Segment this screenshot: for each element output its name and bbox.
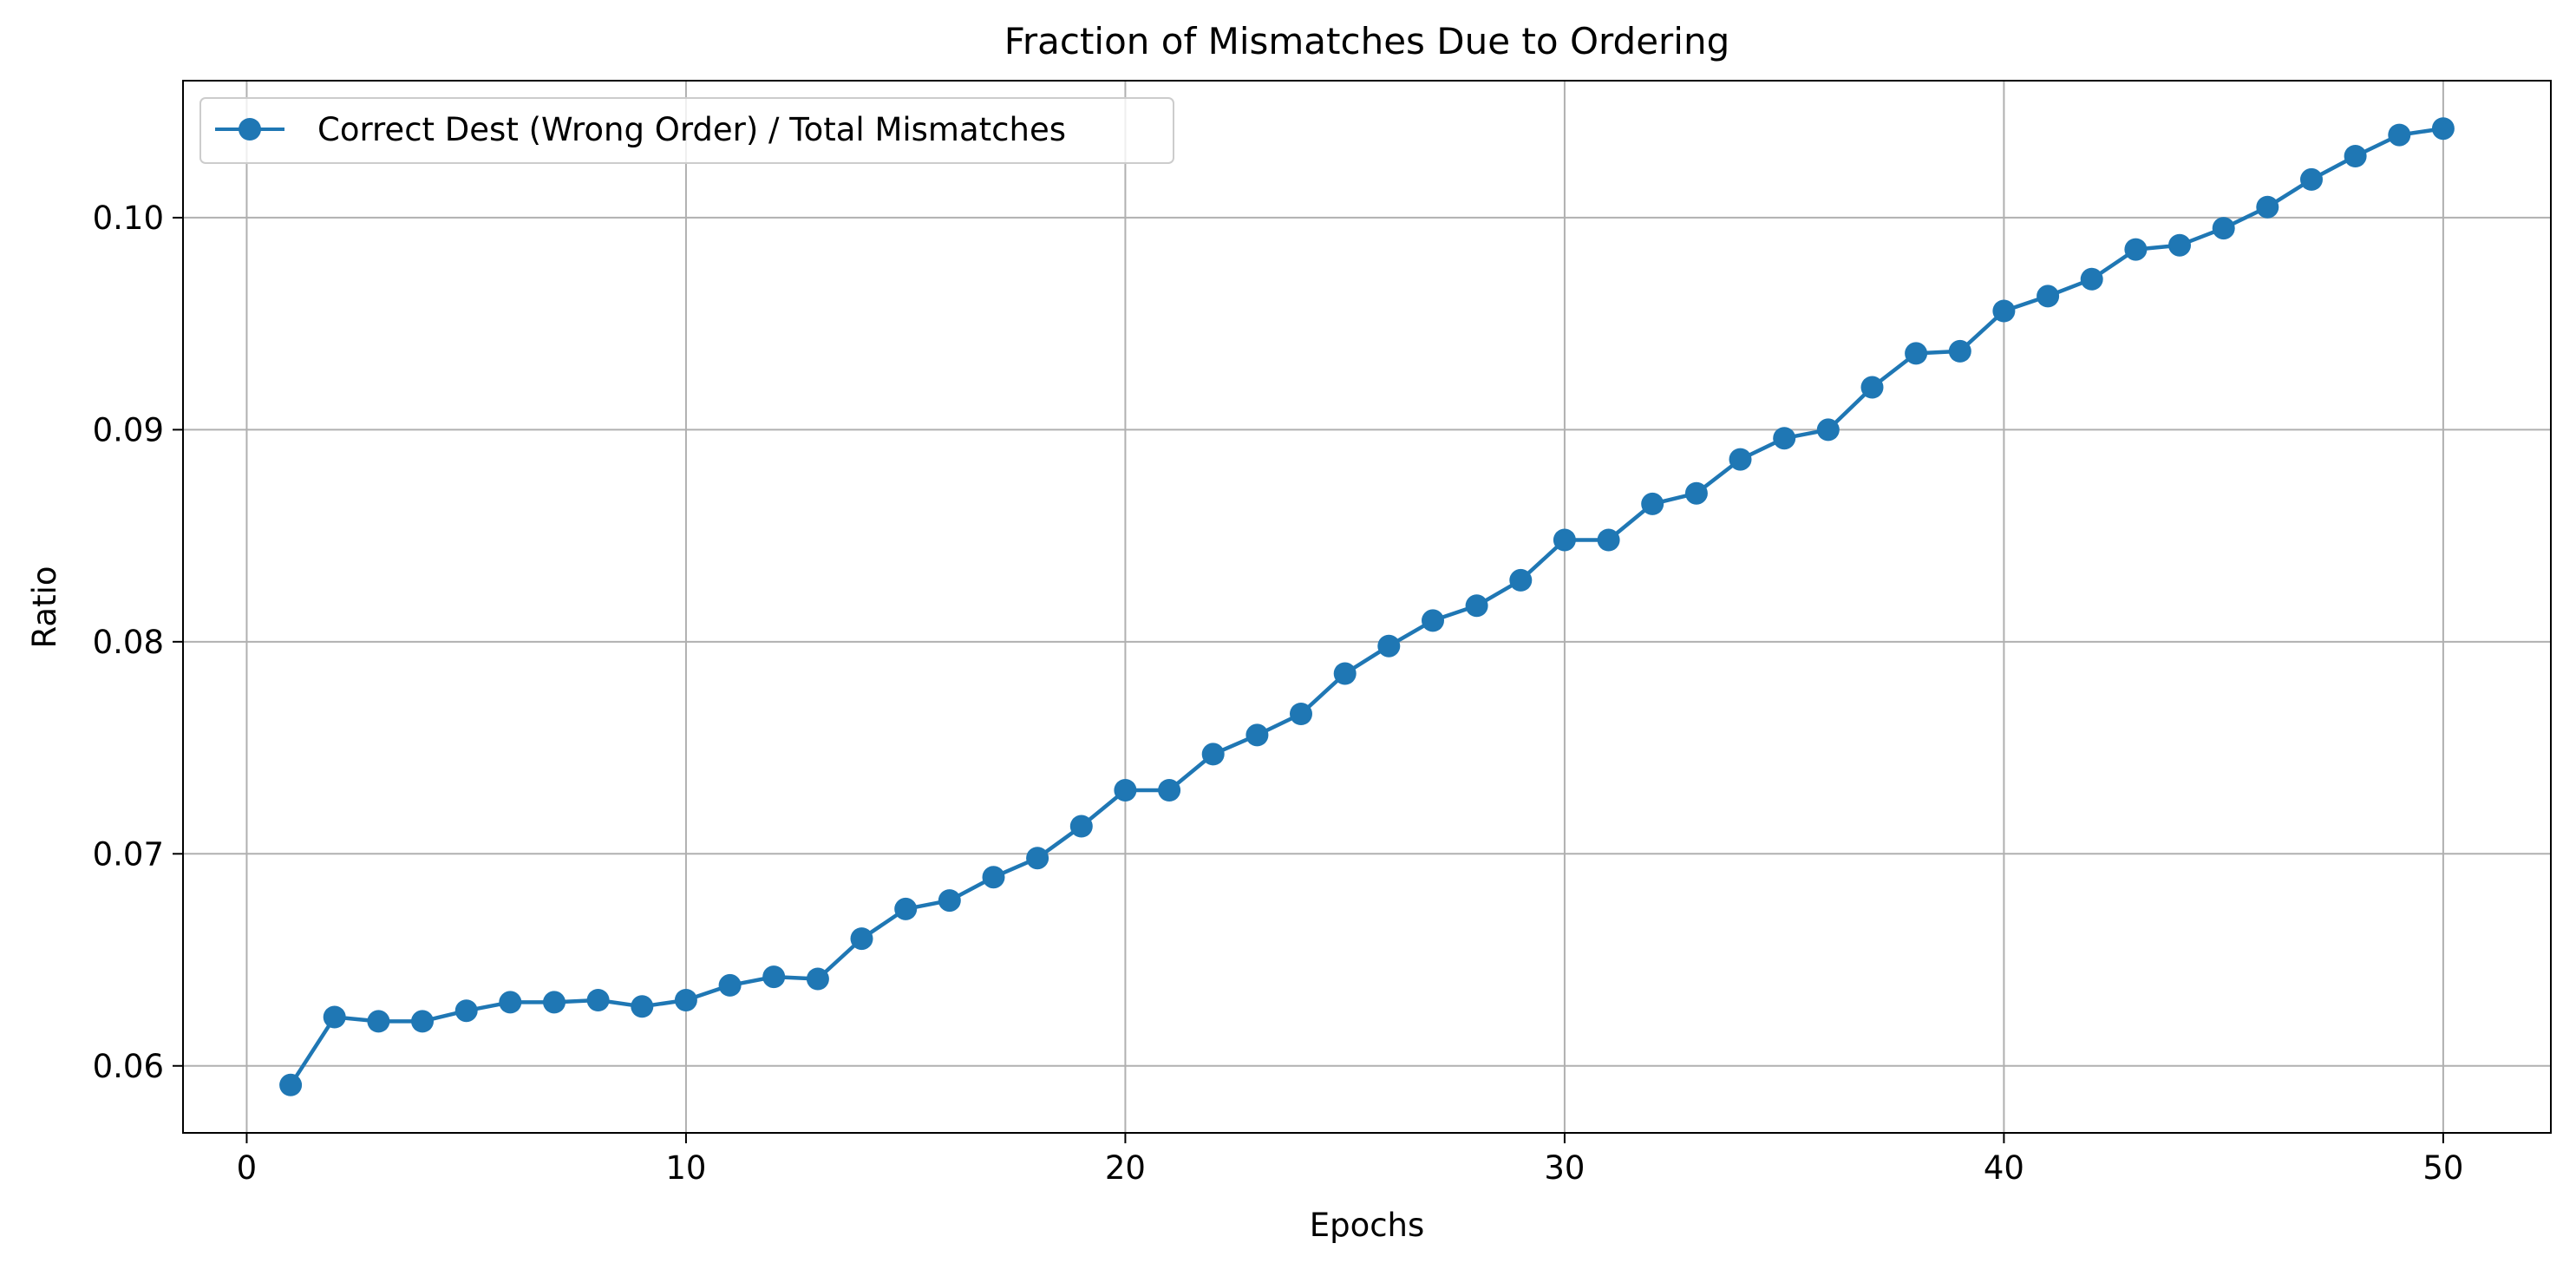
data-point-epoch-28 bbox=[1465, 594, 1488, 618]
data-point-epoch-3 bbox=[367, 1010, 390, 1033]
y-axis-label: Ratio bbox=[26, 566, 63, 649]
data-point-epoch-23 bbox=[1246, 723, 1269, 747]
legend: Correct Dest (Wrong Order) / Total Misma… bbox=[199, 97, 1174, 164]
data-point-epoch-5 bbox=[454, 999, 478, 1023]
data-point-epoch-29 bbox=[1509, 568, 1533, 592]
data-point-epoch-14 bbox=[850, 927, 873, 951]
data-point-epoch-31 bbox=[1597, 528, 1620, 552]
data-point-epoch-46 bbox=[2256, 195, 2279, 219]
data-point-epoch-34 bbox=[1729, 448, 1752, 471]
data-point-epoch-22 bbox=[1201, 743, 1225, 766]
data-point-epoch-7 bbox=[543, 991, 566, 1014]
data-point-epoch-30 bbox=[1553, 528, 1576, 552]
data-point-epoch-17 bbox=[982, 866, 1005, 889]
data-point-epoch-15 bbox=[894, 897, 918, 920]
data-point-epoch-33 bbox=[1684, 481, 1708, 505]
y-tick-label: 0.06 bbox=[93, 1048, 164, 1085]
data-point-epoch-16 bbox=[938, 889, 961, 913]
x-tick-label: 50 bbox=[2422, 1149, 2463, 1187]
data-point-epoch-4 bbox=[411, 1010, 434, 1033]
x-axis-ticks: 0 10 20 30 40 50 bbox=[237, 1133, 2463, 1187]
data-point-epoch-49 bbox=[2388, 123, 2411, 147]
data-point-epoch-35 bbox=[1773, 427, 1796, 450]
data-point-epoch-6 bbox=[499, 991, 522, 1014]
data-point-epoch-39 bbox=[1948, 339, 1971, 363]
data-point-epoch-21 bbox=[1158, 779, 1181, 802]
data-point-epoch-10 bbox=[674, 989, 697, 1011]
data-point-epoch-42 bbox=[2080, 267, 2103, 291]
data-point-epoch-36 bbox=[1816, 418, 1840, 442]
data-point-epoch-8 bbox=[586, 989, 610, 1011]
plot-area-background bbox=[183, 81, 2551, 1133]
data-point-epoch-37 bbox=[1860, 376, 1884, 399]
legend-box bbox=[199, 97, 1174, 164]
data-point-epoch-19 bbox=[1069, 815, 1093, 838]
data-point-epoch-40 bbox=[1992, 299, 2016, 323]
y-tick-label: 0.10 bbox=[93, 200, 164, 237]
y-tick-label: 0.09 bbox=[93, 411, 164, 448]
x-tick-label: 40 bbox=[1984, 1149, 2024, 1187]
data-point-epoch-50 bbox=[2431, 117, 2455, 141]
data-point-epoch-47 bbox=[2300, 167, 2323, 191]
chart-title: Fraction of Mismatches Due to Ordering bbox=[1004, 20, 1730, 62]
data-point-epoch-43 bbox=[2124, 238, 2148, 261]
data-point-epoch-9 bbox=[631, 995, 654, 1018]
data-point-epoch-25 bbox=[1333, 662, 1357, 685]
y-tick-label: 0.07 bbox=[93, 835, 164, 873]
grid-lines bbox=[183, 81, 2551, 1133]
data-point-epoch-2 bbox=[323, 1005, 346, 1029]
data-point-epoch-11 bbox=[718, 973, 742, 997]
data-point-epoch-13 bbox=[806, 967, 829, 991]
data-point-epoch-44 bbox=[2168, 233, 2191, 257]
data-point-epoch-45 bbox=[2212, 217, 2235, 240]
data-point-epoch-1 bbox=[279, 1073, 303, 1096]
x-axis-label: Epochs bbox=[1310, 1207, 1425, 1244]
y-tick-label: 0.08 bbox=[93, 624, 164, 661]
data-point-epoch-38 bbox=[1905, 342, 1928, 365]
legend-label: Correct Dest (Wrong Order) / Total Misma… bbox=[317, 111, 1066, 148]
data-point-epoch-32 bbox=[1641, 492, 1664, 515]
legend-marker-swatch bbox=[239, 118, 261, 141]
data-point-epoch-24 bbox=[1290, 703, 1312, 725]
x-tick-label: 10 bbox=[665, 1149, 706, 1187]
data-point-epoch-20 bbox=[1114, 779, 1137, 802]
plot-frame bbox=[182, 80, 2552, 1134]
data-point-epoch-48 bbox=[2344, 145, 2367, 167]
data-point-epoch-18 bbox=[1026, 847, 1049, 870]
x-tick-label: 20 bbox=[1105, 1149, 1146, 1187]
data-point-epoch-27 bbox=[1422, 609, 1444, 632]
series-layer bbox=[279, 117, 2455, 1096]
data-point-epoch-26 bbox=[1377, 634, 1401, 658]
data-point-epoch-41 bbox=[2037, 285, 2060, 308]
x-tick-label: 0 bbox=[237, 1149, 258, 1187]
y-axis-ticks: 0.06 0.07 0.08 0.09 0.10 bbox=[93, 200, 183, 1085]
data-point-epoch-12 bbox=[762, 965, 786, 989]
x-tick-label: 30 bbox=[1544, 1149, 1585, 1187]
